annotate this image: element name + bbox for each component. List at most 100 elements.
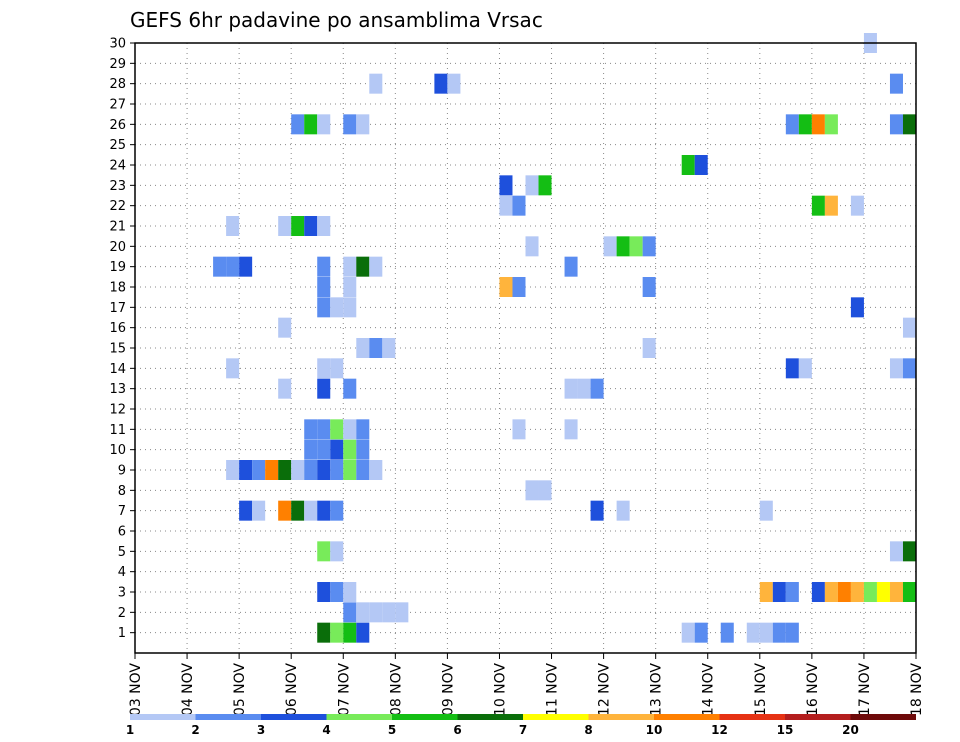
data-cell (837, 582, 851, 602)
data-cell (811, 582, 825, 602)
data-cell (824, 114, 838, 135)
y-tick-label: 20 (109, 240, 126, 255)
data-cell (681, 622, 695, 643)
data-cell (356, 602, 370, 623)
data-cell (642, 236, 656, 257)
y-tick-label: 16 (109, 321, 126, 336)
data-cell (317, 358, 331, 379)
data-cell (889, 73, 903, 94)
data-cell (304, 460, 318, 480)
chart-title: GEFS 6hr padavine po ansamblima Vrsac (130, 8, 543, 32)
data-cell (317, 439, 331, 460)
data-cell (317, 114, 331, 135)
y-tick-label: 8 (118, 484, 126, 499)
data-cell (590, 378, 604, 399)
x-tick-label: 12 NOV (597, 663, 613, 717)
y-tick-label: 3 (118, 586, 126, 601)
data-cell (902, 358, 916, 379)
data-cell (252, 500, 266, 521)
data-cell (330, 622, 344, 643)
data-cell (629, 236, 643, 257)
data-cell (317, 419, 331, 440)
data-cell (759, 622, 773, 643)
data-cell (759, 500, 773, 521)
data-cell (226, 460, 240, 480)
data-cell (278, 500, 292, 521)
data-cell (538, 480, 552, 501)
y-tick-label: 13 (109, 382, 126, 397)
data-cell (564, 419, 578, 440)
x-tick-label: 17 NOV (857, 663, 873, 717)
data-cell (876, 582, 890, 602)
data-cell (330, 297, 344, 318)
data-cell (785, 582, 799, 602)
data-cell (317, 541, 331, 562)
data-cell (343, 114, 357, 135)
y-tick-label: 5 (118, 545, 126, 560)
y-tick-label: 6 (118, 525, 126, 540)
data-cell (304, 216, 318, 236)
data-cell (265, 460, 279, 480)
colorbar-label: 1 (126, 723, 134, 737)
data-cell (369, 256, 383, 277)
data-cell (382, 338, 396, 358)
data-cell (525, 236, 539, 257)
data-cell (356, 114, 370, 135)
data-cell (356, 338, 370, 358)
data-cell (642, 338, 656, 358)
y-tick-label: 4 (118, 565, 126, 580)
data-cell (564, 256, 578, 277)
colorbar-label: 10 (646, 723, 663, 737)
y-tick-label: 12 (109, 403, 126, 418)
data-cell (863, 582, 877, 602)
data-cell (343, 622, 357, 643)
data-cell (694, 155, 708, 175)
data-cell (902, 114, 916, 135)
x-tick-label: 04 NOV (180, 663, 196, 717)
x-tick-label: 07 NOV (336, 663, 352, 717)
data-cell (330, 419, 344, 440)
x-tick-label: 05 NOV (232, 663, 248, 717)
data-cell (330, 439, 344, 460)
data-cell (330, 460, 344, 480)
data-cell (330, 358, 344, 379)
data-cell (317, 500, 331, 521)
data-cell (356, 419, 370, 440)
colorbar-legend: 1 2 3 4 5 6 7 8 10 12 15 20 (126, 714, 916, 737)
x-tick-label: 06 NOV (284, 663, 300, 717)
colorbar-swatch (392, 714, 458, 720)
y-tick-label: 26 (109, 118, 126, 133)
x-tick-label: 15 NOV (753, 663, 769, 717)
data-cell (278, 378, 292, 399)
y-tick-label: 25 (109, 138, 126, 153)
data-cell (772, 582, 786, 602)
colorbar-label: 20 (842, 723, 859, 737)
y-tick-label: 27 (109, 98, 126, 113)
colorbar-swatch (719, 714, 785, 720)
data-cell (330, 541, 344, 562)
data-cells (213, 33, 916, 643)
data-cell (590, 500, 604, 521)
data-cell (226, 358, 240, 379)
data-cell (616, 500, 630, 521)
data-cell (226, 256, 240, 277)
data-cell (239, 256, 253, 277)
y-tick-label: 23 (109, 179, 126, 194)
y-tick-label: 22 (109, 199, 126, 214)
data-cell (369, 460, 383, 480)
data-cell (317, 297, 331, 318)
data-cell (395, 602, 409, 623)
data-cell (616, 236, 630, 257)
data-cell (369, 602, 383, 623)
data-cell (850, 297, 864, 318)
data-cell (772, 622, 786, 643)
data-cell (512, 195, 526, 216)
x-tick-label: 18 NOV (909, 663, 925, 717)
data-cell (525, 480, 539, 501)
colorbar-swatch (457, 714, 523, 720)
y-tick-label: 21 (109, 220, 126, 235)
data-cell (785, 358, 799, 379)
data-cell (850, 195, 864, 216)
data-cell (525, 175, 539, 196)
x-tick-label: 14 NOV (701, 663, 717, 717)
